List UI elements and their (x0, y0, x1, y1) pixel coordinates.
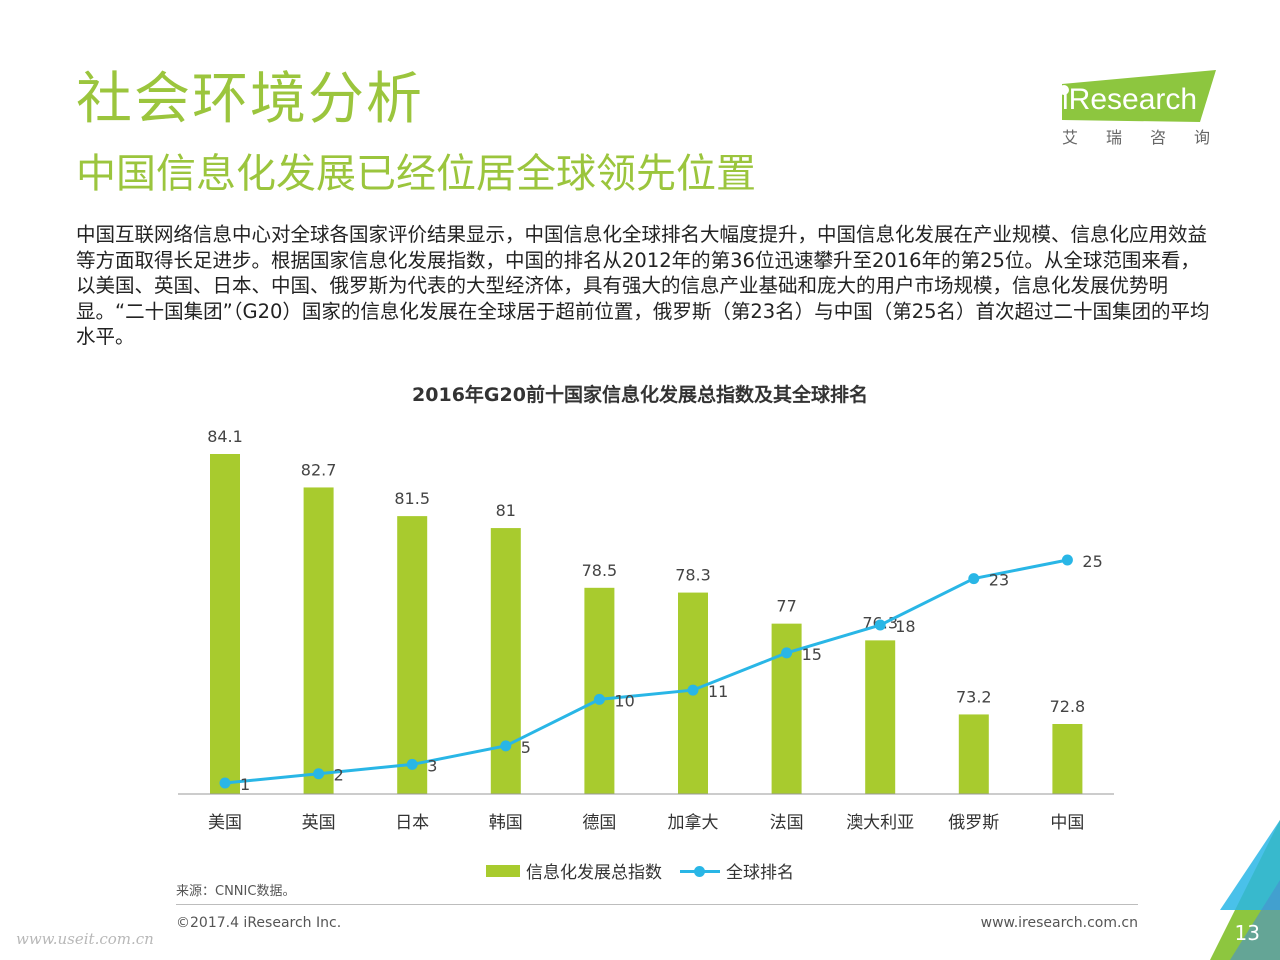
x-tick-label-0: 美国 (208, 813, 242, 833)
intro-paragraph: 中国互联网络信息中心对全球各国家评价结果显示，中国信息化全球排名大幅度提升，中国… (76, 223, 1210, 348)
chart-title: 2016年G20前十国家信息化发展总指数及其全球排名 (412, 384, 868, 406)
x-tick-label-6: 法国 (770, 813, 804, 833)
rank-point-5 (687, 684, 699, 696)
x-tick-label-2: 日本 (395, 813, 429, 833)
bar-0 (210, 454, 240, 794)
rank-point-4 (593, 693, 605, 705)
rank-value-label-9: 25 (1082, 552, 1102, 571)
bar-2 (397, 516, 428, 794)
bar-8 (958, 714, 989, 794)
rank-value-label-4: 10 (614, 691, 634, 710)
page-subtitle: 中国信息化发展已经位居全球领先位置 (76, 151, 756, 197)
x-tick-label-5: 加拿大 (668, 812, 719, 833)
rank-point-1 (313, 768, 325, 780)
bar-9 (1052, 724, 1083, 794)
x-tick-label-9: 中国 (1050, 813, 1084, 833)
page-title: 社会环境分析 (76, 67, 424, 132)
x-tick-label-8: 俄罗斯 (948, 813, 999, 833)
legend-label-index: 信息化发展总指数 (526, 863, 662, 883)
bars-group (210, 454, 1083, 794)
bar-3 (490, 528, 521, 794)
bar-value-label-4: 78.5 (582, 561, 618, 580)
rank-point-0 (219, 777, 231, 789)
x-tick-label-3: 韩国 (489, 813, 523, 833)
watermark-text: www.useit.com.cn (16, 930, 154, 948)
bar-value-label-3: 81 (496, 501, 516, 520)
rank-points (219, 554, 1073, 789)
corner-decoration (1210, 820, 1280, 960)
logo-text: iResearch (1062, 83, 1197, 116)
rank-value-label-6: 15 (802, 645, 822, 664)
rank-point-9 (1061, 554, 1073, 566)
x-tick-label-1: 英国 (302, 813, 336, 833)
rank-point-3 (500, 740, 512, 752)
rank-point-2 (406, 758, 418, 770)
footer-divider (176, 904, 1138, 905)
bar-value-label-5: 78.3 (675, 566, 711, 585)
logo-subtext: 艾瑞咨询 (1062, 128, 1239, 147)
rank-point-6 (781, 647, 793, 659)
page-number: 13 (1234, 921, 1260, 945)
legend-line-swatch (680, 865, 720, 877)
rank-value-label-0: 1 (240, 775, 250, 794)
chart-legend: 信息化发展总指数 全球排名 (0, 858, 1280, 883)
legend-bar-swatch (486, 864, 520, 877)
rank-value-label-7: 18 (895, 617, 915, 636)
rank-value-label-2: 3 (427, 756, 437, 775)
bar-value-label-9: 72.8 (1050, 697, 1086, 716)
rank-point-7 (874, 619, 886, 631)
x-tick-label-7: 澳大利亚 (846, 813, 914, 833)
bar-value-label-0: 84.1 (207, 427, 243, 446)
x-tick-label-4: 德国 (582, 813, 616, 833)
rank-point-8 (968, 573, 980, 585)
bar-1 (303, 487, 334, 794)
legend-label-rank: 全球排名 (726, 863, 794, 883)
copyright-text: ©2017.4 iResearch Inc. (176, 915, 342, 931)
x-tick-labels: 美国 英国 日本 韩国 德国 加拿大 法国 澳大利亚 俄罗斯 中国 (208, 812, 1084, 833)
source-note: 来源：CNNIC数据。 (176, 884, 296, 899)
bar-value-label-1: 82.7 (301, 460, 337, 479)
bar-value-label-8: 73.2 (956, 687, 992, 706)
rank-line (224, 558, 1068, 785)
bar-4 (584, 587, 615, 794)
rank-value-label-8: 23 (989, 571, 1009, 590)
website-link[interactable]: www.iresearch.com.cn (980, 915, 1138, 931)
rank-value-label-3: 5 (521, 738, 531, 757)
bar-7 (865, 640, 896, 794)
legend-item-rank: 全球排名 (680, 858, 794, 883)
rank-value-label-5: 11 (708, 682, 728, 701)
rank-value-label-1: 2 (334, 766, 344, 785)
iresearch-logo: iResearch (1059, 70, 1216, 122)
legend-item-index: 信息化发展总指数 (486, 858, 662, 883)
bar-value-label-6: 77 (776, 597, 796, 616)
bar-value-label-2: 81.5 (394, 489, 430, 508)
